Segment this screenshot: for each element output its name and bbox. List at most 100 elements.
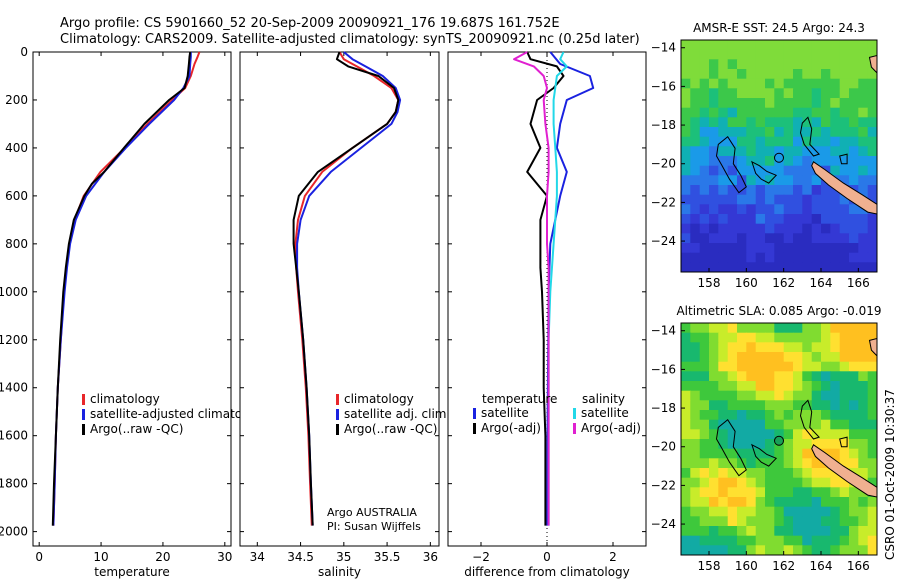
sla_map-cell [699, 410, 710, 421]
sla_map-cell [727, 371, 738, 382]
sst_map-cell [830, 59, 841, 70]
sst_map-cell [830, 69, 841, 80]
temperature-ytick-label: 1800 [0, 477, 28, 491]
sla_map-cell [746, 381, 757, 392]
sst_map-cell [737, 223, 747, 234]
sst_map-cell [755, 233, 766, 244]
sla_map-cell [793, 477, 803, 488]
sla_map-cell [765, 381, 775, 392]
sla_map-cell [699, 516, 710, 527]
sst_map-cell [765, 136, 775, 147]
sla_map-cell [839, 361, 850, 372]
sst_map-cell [867, 146, 877, 157]
sst_map-cell [877, 224, 887, 234]
sst_map-cell [783, 117, 794, 128]
sst_map-cell [699, 185, 710, 196]
sla_map-cell [783, 448, 794, 459]
sst_map-cell [746, 69, 757, 80]
sst_map-cell [802, 59, 813, 70]
sst_map-cell [765, 88, 775, 99]
sst_map-cell [681, 156, 691, 167]
sla_map-cell [802, 487, 813, 498]
sst_map-cell [681, 49, 691, 60]
sla_map-cell [709, 535, 719, 546]
sla_map-cell [709, 381, 719, 392]
sla_map-cell [802, 526, 813, 537]
sst_map-cell [718, 214, 729, 225]
sla_map-cell [690, 352, 701, 363]
sst_map-cell [690, 98, 701, 109]
sst_map-cell [709, 252, 719, 263]
sst_map-cell [709, 214, 719, 225]
sst_map-ytick-label: −18 [651, 118, 676, 132]
sst_map-cell [793, 214, 803, 225]
sst_map-xtick-label: 162 [772, 276, 795, 290]
sla_map-cell [699, 545, 710, 555]
temperature-ytick-label: 1400 [0, 381, 28, 395]
sla_map-cell [709, 545, 719, 555]
sla_map-cell [709, 448, 719, 459]
sst_map-reef-outline [715, 135, 747, 194]
sst_map-cell [681, 233, 691, 244]
sla_map-cell [765, 371, 775, 382]
sst_map-cell [811, 98, 822, 109]
sst_map-cell [793, 175, 803, 186]
sst_map-cell [858, 243, 869, 254]
sst_map-cell [737, 98, 747, 109]
sla_map-cell [830, 535, 841, 546]
sst_map-cell [718, 223, 729, 234]
sla_map-cell [867, 516, 877, 527]
sst_map-cell [858, 136, 869, 147]
sst_map-cell [727, 204, 738, 215]
sla_map-cell [727, 535, 738, 546]
sst_map-cell [830, 88, 841, 99]
sst_map-cell [709, 165, 719, 176]
sst_map-cell [821, 59, 831, 70]
sla_map-cell [802, 448, 813, 459]
sst_map-cell [737, 69, 747, 80]
sst_map-cell [830, 98, 841, 109]
sla_map-cell [858, 506, 869, 517]
sst_map-cell [839, 69, 850, 80]
sla_map-cell [737, 371, 747, 382]
sst_map-cell [849, 262, 859, 272]
sst_map-cell [718, 98, 729, 109]
sst_map-cell [774, 165, 785, 176]
sst_map-cell [755, 78, 766, 89]
sla_map-cell [793, 439, 803, 450]
sst_map-cell [746, 165, 757, 176]
sst_map-cell [709, 262, 719, 272]
sst_map-cell [746, 243, 757, 254]
sst_map-cell [718, 146, 729, 157]
sla_map-cell [802, 390, 813, 401]
sst_map-cell [681, 223, 691, 234]
sla-map-panel: Altimetric SLA: 0.085 Argo: -0.019 158 160… [651, 304, 882, 573]
sst_map-cell [755, 252, 766, 263]
sst_map-cell [765, 59, 775, 70]
sla_map-cell [690, 419, 701, 430]
sst_map-cell [746, 146, 757, 157]
sla_map-cell [858, 535, 869, 546]
sla_map-cell [802, 419, 813, 430]
sla_map-cell [737, 400, 747, 411]
sla_map-cell [793, 526, 803, 537]
sla_map-cell [709, 439, 719, 450]
sst_map-cell [699, 165, 710, 176]
sla_map-cell [765, 400, 775, 411]
sla_map-cell [802, 371, 813, 382]
sla_map-cell [811, 342, 822, 353]
sla_map-cell [765, 352, 775, 363]
sla_map-cell [802, 429, 813, 440]
sst_map-cell [746, 194, 757, 205]
sla_map-cell [839, 342, 850, 353]
sla_map-cell [774, 506, 785, 517]
sla_map-cell [830, 477, 841, 488]
sla_map-cell [699, 381, 710, 392]
sst_map-cell [867, 136, 877, 147]
sst_map-cell [709, 40, 719, 51]
sla_map-cell [811, 526, 822, 537]
sla_map-cell [746, 535, 757, 546]
sst_map-cell [746, 136, 757, 147]
